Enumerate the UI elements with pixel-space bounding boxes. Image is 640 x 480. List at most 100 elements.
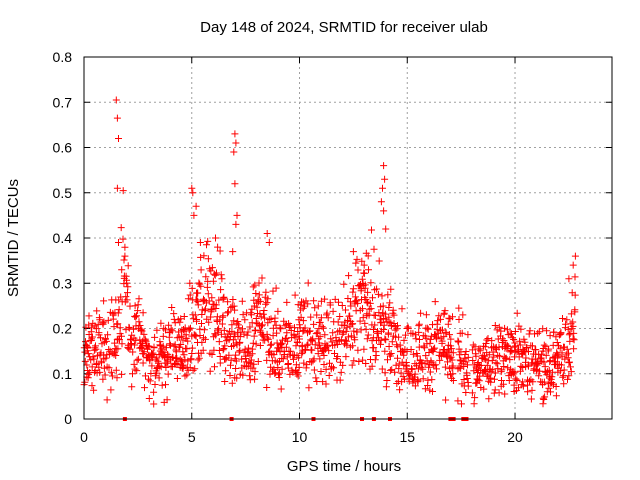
data-point bbox=[373, 285, 381, 293]
data-point bbox=[456, 356, 464, 364]
data-point bbox=[540, 341, 548, 349]
data-point bbox=[114, 309, 122, 317]
data-point bbox=[485, 395, 493, 403]
data-point bbox=[385, 343, 393, 350]
data-point bbox=[166, 340, 174, 348]
data-point bbox=[384, 291, 392, 299]
data-point bbox=[270, 365, 278, 373]
data-point bbox=[192, 332, 200, 340]
data-point bbox=[190, 211, 198, 219]
data-point bbox=[306, 327, 314, 335]
data-point bbox=[499, 380, 507, 388]
data-point bbox=[191, 311, 199, 319]
data-point bbox=[415, 320, 423, 328]
data-point bbox=[385, 304, 393, 311]
data-point bbox=[571, 308, 579, 316]
data-point bbox=[95, 331, 103, 339]
data-point bbox=[329, 329, 337, 337]
data-point bbox=[370, 326, 377, 333]
data-point bbox=[316, 355, 324, 363]
data-point bbox=[483, 336, 491, 344]
data-point bbox=[207, 267, 215, 275]
data-point bbox=[256, 297, 264, 305]
data-point bbox=[256, 342, 264, 349]
data-point bbox=[224, 298, 232, 306]
data-point bbox=[449, 370, 457, 378]
data-point bbox=[338, 302, 346, 309]
data-point bbox=[513, 377, 521, 384]
data-point bbox=[511, 328, 519, 335]
data-point bbox=[384, 329, 392, 337]
data-point bbox=[221, 378, 229, 385]
data-point bbox=[215, 325, 223, 333]
data-point bbox=[336, 376, 344, 384]
data-point bbox=[563, 345, 571, 353]
data-point bbox=[113, 374, 121, 382]
data-point bbox=[364, 288, 372, 296]
data-point bbox=[231, 130, 239, 138]
data-point bbox=[528, 386, 536, 394]
data-point bbox=[322, 380, 330, 388]
data-point bbox=[406, 371, 414, 379]
data-point bbox=[263, 384, 271, 391]
data-point bbox=[217, 286, 225, 294]
data-point bbox=[199, 346, 207, 354]
data-point bbox=[185, 326, 193, 334]
data-point bbox=[130, 360, 138, 368]
data-point bbox=[545, 345, 553, 353]
data-point bbox=[567, 368, 575, 376]
data-point bbox=[525, 348, 532, 355]
data-point bbox=[198, 338, 206, 346]
grid-lines bbox=[84, 57, 612, 419]
data-point bbox=[264, 319, 272, 327]
data-point bbox=[292, 342, 300, 350]
data-point bbox=[115, 306, 123, 314]
data-point bbox=[431, 298, 439, 306]
data-point bbox=[208, 294, 216, 302]
data-point bbox=[458, 400, 465, 408]
data-point bbox=[552, 392, 560, 400]
data-point bbox=[447, 345, 455, 353]
data-point bbox=[267, 340, 275, 348]
data-point bbox=[291, 291, 299, 299]
data-point bbox=[333, 341, 341, 348]
data-point bbox=[164, 370, 172, 378]
data-point bbox=[326, 301, 334, 309]
data-point bbox=[488, 337, 496, 345]
data-point bbox=[482, 340, 490, 347]
data-point bbox=[105, 346, 113, 353]
data-point bbox=[215, 347, 223, 354]
data-point bbox=[255, 279, 263, 287]
data-point bbox=[259, 310, 267, 318]
data-point bbox=[119, 187, 127, 195]
data-point bbox=[429, 388, 436, 395]
y-tick-label: 0.7 bbox=[53, 94, 73, 110]
data-point bbox=[208, 351, 216, 358]
data-point bbox=[217, 330, 225, 338]
data-point bbox=[81, 357, 89, 365]
data-point bbox=[379, 302, 387, 310]
data-point bbox=[476, 347, 484, 355]
data-point bbox=[408, 365, 416, 373]
data-point bbox=[570, 329, 578, 337]
data-point bbox=[366, 299, 374, 307]
data-point bbox=[237, 328, 245, 336]
data-point bbox=[349, 288, 357, 296]
data-point bbox=[386, 366, 394, 374]
data-point bbox=[246, 372, 254, 380]
data-point bbox=[461, 351, 469, 358]
data-point bbox=[382, 336, 390, 344]
data-point bbox=[350, 357, 358, 365]
data-point bbox=[446, 331, 453, 339]
data-point bbox=[384, 356, 391, 364]
data-point bbox=[380, 321, 388, 329]
data-point bbox=[444, 320, 452, 328]
data-point bbox=[558, 361, 565, 369]
y-tick-labels: 0 0.1 0.2 0.3 0.4 0.5 0.6 0.7 0.8 bbox=[53, 49, 73, 427]
x-tick-label: 20 bbox=[507, 429, 523, 445]
data-point bbox=[560, 380, 568, 388]
data-point bbox=[459, 311, 467, 319]
data-point bbox=[363, 298, 371, 306]
data-point bbox=[354, 299, 362, 307]
data-point bbox=[562, 320, 570, 328]
